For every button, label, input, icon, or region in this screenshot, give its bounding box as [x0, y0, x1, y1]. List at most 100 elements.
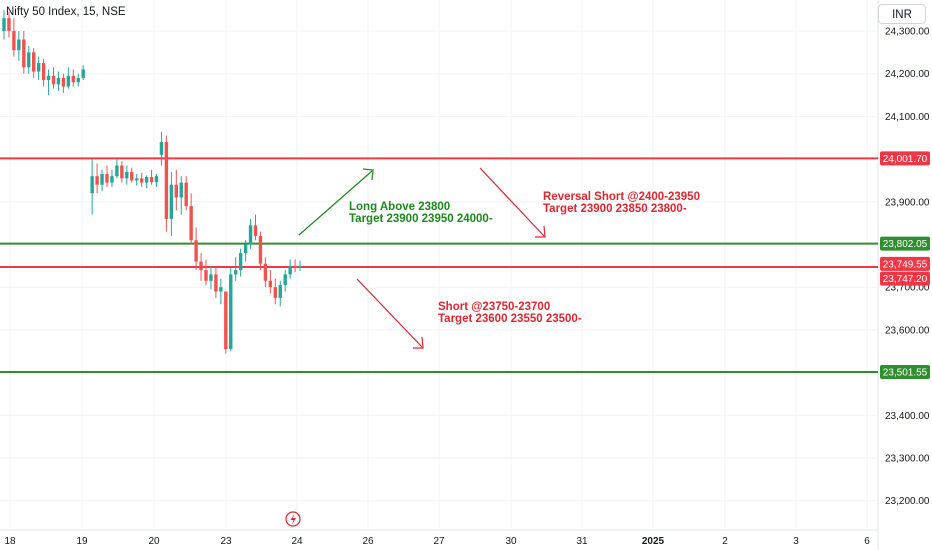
- reversal-annotation-line1: Reversal Short @2400-23950: [543, 191, 700, 203]
- short-arrow-head: [413, 336, 424, 349]
- level-tag-23501-text: 23,501.55: [883, 367, 928, 378]
- level-tag-23747: 23,747.20: [880, 271, 930, 286]
- x-tick-label: 2: [722, 536, 728, 547]
- candle-body: [179, 182, 183, 198]
- level-tag-24001-text: 24,001.70: [883, 154, 928, 165]
- long-annotation: Long Above 23800 Target 23900 23950 2400…: [349, 201, 493, 225]
- level-tag-24001: 24,001.70: [880, 151, 930, 166]
- candle-body: [298, 266, 302, 268]
- currency-button[interactable]: INR: [878, 4, 926, 24]
- candle-body: [46, 75, 51, 81]
- candle-body: [283, 274, 287, 286]
- candle-body: [130, 171, 134, 181]
- symbol-title: Nifty 50 Index, 15, NSE: [6, 6, 126, 18]
- y-tick-label: 24,100.00: [885, 112, 930, 123]
- x-tick-label: 23: [220, 536, 232, 547]
- level-tag-23802-text: 23,802.05: [883, 239, 928, 250]
- candle-body: [199, 261, 203, 271]
- candle-body: [17, 39, 21, 51]
- y-tick-label: 24,200.00: [885, 69, 930, 80]
- y-tick-label: 23,700.00: [885, 283, 930, 294]
- candle-body: [253, 225, 258, 236]
- reversal-arrow-head: [535, 225, 546, 238]
- candlestick-series: [2, 10, 302, 354]
- price-tags: 24,001.70 23,802.05 23,749.55 23,747.20 23,5…: [880, 151, 930, 379]
- candle-body: [36, 63, 41, 72]
- candle-body: [184, 182, 188, 207]
- candle-body: [214, 274, 218, 292]
- candle-body: [81, 69, 85, 78]
- short-arrow-line: [356, 278, 423, 348]
- candle-body: [293, 265, 297, 268]
- annotation-arrows: [298, 167, 546, 349]
- reversal-annotation: Reversal Short @2400-23950 Target 23900 …: [543, 191, 700, 215]
- last-price-tag-text: 23,749.55: [883, 259, 928, 270]
- candle-body: [56, 77, 61, 85]
- x-tick-label: 30: [505, 536, 517, 547]
- x-tick-label: 19: [76, 536, 88, 547]
- candle-body: [278, 285, 282, 298]
- candle-body: [76, 77, 80, 83]
- y-tick-label: 23,200.00: [885, 496, 930, 507]
- candle-body: [149, 177, 154, 183]
- candle-body: [164, 142, 169, 219]
- level-tag-23747-bg: [880, 271, 930, 286]
- candle-body: [139, 178, 144, 183]
- candle-body: [125, 171, 129, 179]
- horizontal-levels: [0, 157, 878, 373]
- long-arrow-line: [298, 170, 373, 236]
- x-tick-label: 2025: [642, 536, 665, 547]
- candle-body: [135, 178, 139, 181]
- candle-body: [258, 235, 263, 264]
- candle-body: [61, 77, 66, 87]
- y-tick-label: 24,300.00: [885, 27, 930, 38]
- x-tick-label: 27: [433, 536, 445, 547]
- candle-body: [7, 18, 11, 31]
- y-tick-label: 23,600.00: [885, 325, 930, 336]
- x-tick-label: 31: [576, 536, 588, 547]
- level-tag-23501: 23,501.55: [880, 364, 930, 379]
- y-tick-label: 23,900.00: [885, 197, 930, 208]
- long-annotation-line1: Long Above 23800: [349, 201, 451, 213]
- y-axis: 24,300.00 24,200.00 24,100.00 23,900.00 23,7…: [885, 27, 930, 508]
- candle-body: [120, 165, 124, 179]
- candle-body: [95, 176, 99, 185]
- candle-body: [238, 253, 243, 271]
- candle-body: [243, 244, 248, 254]
- candle-body: [209, 274, 213, 281]
- candle-body: [71, 75, 75, 83]
- candle-body: [268, 280, 273, 288]
- candle-body: [224, 291, 228, 350]
- level-tag-23501-bg: [880, 364, 930, 379]
- y-tick-label: 23,300.00: [885, 454, 930, 465]
- candle-body: [110, 176, 114, 183]
- candle-body: [159, 142, 164, 155]
- level-tag-23802-bg: [880, 236, 930, 251]
- x-tick-label: 20: [148, 536, 160, 547]
- level-tag-24001-bg: [880, 151, 930, 166]
- candle-body: [229, 274, 233, 350]
- candle-body: [194, 240, 198, 262]
- candle-body: [32, 52, 36, 72]
- short-annotation-line2: Target 23600 23550 23500-: [438, 313, 582, 325]
- level-tag-23747-text: 23,747.20: [883, 274, 928, 285]
- candle-body: [263, 263, 268, 281]
- short-annotation-line1: Short @23750-23700: [438, 301, 551, 313]
- candle-body: [105, 174, 109, 183]
- x-tick-label: 24: [291, 536, 303, 547]
- long-arrow-head: [362, 168, 374, 181]
- reversal-annotation-line2: Target 23900 23850 23800-: [543, 203, 687, 215]
- candle-body: [174, 184, 178, 198]
- candle-body: [144, 177, 149, 183]
- reversal-arrow-line: [479, 167, 545, 237]
- candle-body: [12, 31, 16, 51]
- candle-body: [27, 52, 31, 68]
- candle-body: [90, 176, 94, 194]
- x-tick-label: 6: [864, 536, 870, 547]
- candle-body: [273, 287, 277, 298]
- candle-body: [204, 270, 208, 281]
- candle-body: [169, 184, 174, 219]
- candle-body: [66, 75, 71, 87]
- lightning-icon[interactable]: [285, 511, 301, 527]
